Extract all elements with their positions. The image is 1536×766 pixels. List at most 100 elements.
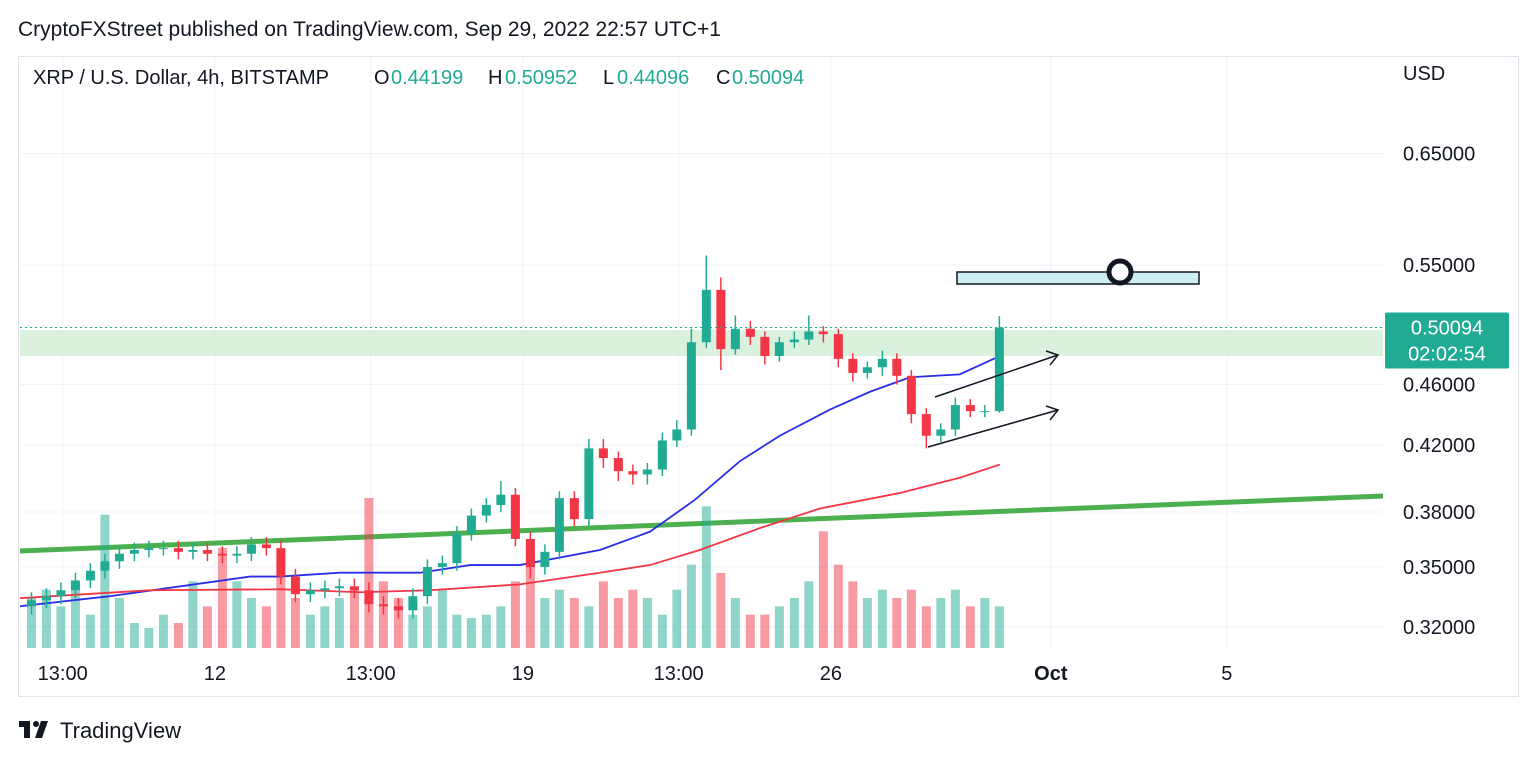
candle-body [41,596,51,601]
countdown: 02:02:54 [1408,344,1486,366]
candle-body [334,586,344,589]
volume-bar [349,589,359,648]
volume-bar [628,589,638,648]
volume-bar [540,598,550,648]
volume-bar [804,581,814,648]
volume-bar [437,589,447,648]
volume-bar [862,598,872,648]
volume-bar [378,581,388,648]
volume-bar [56,606,66,648]
y-tick-label: 0.65000 [1403,144,1475,166]
candle-body [818,331,828,335]
volume-bar [994,606,1004,648]
volume-bar [393,598,403,648]
candle-body [232,553,242,556]
target-box [956,271,1200,285]
x-tick-label: 13:00 [346,663,396,685]
volume-bar [613,598,623,648]
y-tick-label: 0.46000 [1403,374,1475,396]
brand: TradingView [60,718,181,743]
volume-bar [496,606,506,648]
candle-body [950,405,960,430]
candle-body [540,551,550,567]
volume-bar [716,573,726,648]
candle-body [730,328,740,350]
arrows [927,350,1060,448]
candle-body [26,600,36,607]
candle-body [628,471,638,475]
y-tick-label: 0.38000 [1403,502,1475,524]
ohlc-label: O [374,67,390,89]
volume-bar [936,598,946,648]
candle-body [936,429,946,436]
candle-body [525,538,535,567]
target-circle [1106,258,1134,286]
y-tick-label: 0.35000 [1403,557,1475,579]
candle-body [173,548,183,552]
candle-body [158,548,168,550]
candle-body [701,289,711,343]
volume-bar [481,614,491,648]
volume-bar [657,614,667,648]
candle-body [144,548,154,551]
candle-body [569,498,579,520]
volume-bar [114,598,124,648]
volume-bar [144,628,154,648]
ohlc-value: 0.50952 [505,67,577,89]
volume-bar [246,598,256,648]
candle-body [892,358,902,376]
ohlc-label: L [603,67,614,89]
volume-bar [950,589,960,648]
candle-body [100,561,110,571]
moving-average [19,355,1001,608]
candle-body [452,533,462,564]
candle-body [554,498,564,552]
candle-body [980,411,990,413]
price-tag [1385,312,1509,369]
volume-bar [466,618,476,648]
volume-bar [320,606,330,648]
volume-bar [892,598,902,648]
volume-bar [906,589,916,648]
volume-bar [584,606,594,648]
volume-bar [598,581,608,648]
ohlc-value: 0.50094 [732,67,804,89]
ohlc-label: H [488,67,502,89]
volume-bar [173,623,183,648]
candle-body [408,596,418,611]
volume-bar [686,564,696,648]
volume-bar [261,606,271,648]
y-tick-label: 0.55000 [1403,255,1475,277]
volume-bar [965,606,975,648]
candle-body [349,586,359,591]
candle-body [862,367,872,373]
candle-body [657,440,667,470]
candle-body [716,289,726,350]
volume-bar [569,598,579,648]
candle-body [114,553,124,562]
logo [19,721,48,738]
zone [20,330,1383,356]
volume-bar [833,564,843,648]
candle-body [70,580,80,591]
candle-body [686,342,696,430]
candle-body [276,548,286,577]
volume-bar [921,606,931,648]
volume-bar [789,598,799,648]
plot [19,255,1383,648]
volume-bar [554,589,564,648]
volume-bar [525,548,535,648]
candle-body [994,327,1004,412]
candle-body [56,590,66,597]
ohlc-label: C [716,67,730,89]
volume-bar [877,589,887,648]
x-tick-label: 13:00 [654,663,704,685]
candle-body [833,334,843,359]
volume-bar [85,614,95,648]
volume-bar [232,581,242,648]
ohlc-value: 0.44199 [391,67,463,89]
ohlc-value: 0.44096 [617,67,689,89]
candle-body [466,515,476,534]
candle-body [320,588,330,591]
